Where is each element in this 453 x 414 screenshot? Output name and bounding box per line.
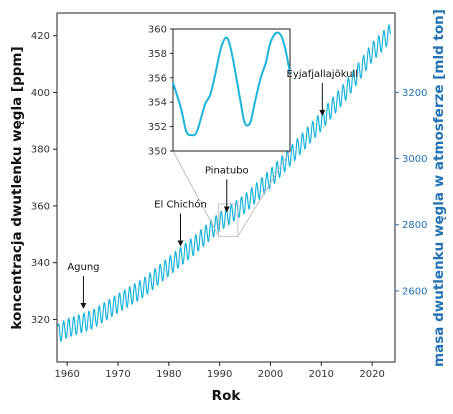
x-tick-label: 2020 bbox=[359, 369, 384, 380]
y-axis-ticks-right: 2600 2800 3000 3200 bbox=[395, 88, 427, 297]
y-tick-label: 340 bbox=[31, 258, 50, 269]
zoom-source-box bbox=[218, 203, 239, 237]
y-tick-label: 380 bbox=[31, 145, 50, 156]
y-axis-ticks-left: 320 340 360 380 400 420 bbox=[31, 31, 57, 326]
y-right-tick-label: 3000 bbox=[402, 154, 427, 165]
y-axis-title-left: koncentracja dwutlenku węgla [ppm] bbox=[9, 46, 25, 329]
y-right-tick-label: 2600 bbox=[402, 286, 427, 297]
x-tick-label: 1990 bbox=[207, 369, 232, 380]
y-tick-label: 360 bbox=[31, 201, 50, 212]
inset-y-tick-label: 352 bbox=[148, 122, 167, 133]
annotation-label: Eyjafjallajökull bbox=[287, 69, 359, 80]
annotations: Agung El Chichón Pinatubo Eyjafjallajökull bbox=[67, 69, 359, 309]
x-tick-label: 1970 bbox=[105, 369, 130, 380]
annotation-label: Agung bbox=[67, 262, 99, 273]
zoom-indicator bbox=[172, 150, 291, 237]
inset-y-tick-label: 358 bbox=[148, 49, 167, 60]
x-tick-label: 2000 bbox=[258, 369, 283, 380]
zoom-connector-left bbox=[172, 150, 220, 237]
inset-series-line bbox=[172, 31, 291, 137]
series-line-co2 bbox=[57, 24, 391, 343]
x-axis-ticks: 1960 1970 1980 1990 2000 2010 2020 bbox=[54, 362, 385, 380]
x-tick-label: 1960 bbox=[54, 369, 79, 380]
y-axis-title-right: masa dwutlenku węgla w atmosferze [mld t… bbox=[431, 9, 447, 367]
inset-y-tick-label: 350 bbox=[148, 147, 167, 158]
y-tick-label: 400 bbox=[31, 88, 50, 99]
y-tick-label: 320 bbox=[31, 315, 50, 326]
inset-y-tick-label: 360 bbox=[148, 25, 167, 36]
inset-chart: 350 352 354 356 358 360 bbox=[148, 25, 291, 158]
zoom-connector-right bbox=[237, 150, 291, 237]
plot-frame bbox=[56, 12, 396, 363]
annotation-label: Pinatubo bbox=[205, 165, 249, 176]
x-tick-label: 2010 bbox=[309, 369, 334, 380]
x-axis-title: Rok bbox=[212, 388, 242, 404]
x-tick-label: 1980 bbox=[156, 369, 181, 380]
annotation-label: El Chichón bbox=[154, 199, 207, 211]
y-tick-label: 420 bbox=[31, 31, 50, 42]
inset-y-ticks: 350 352 354 356 358 360 bbox=[148, 25, 173, 158]
inset-frame bbox=[172, 28, 291, 152]
inset-y-tick-label: 354 bbox=[148, 98, 167, 109]
y-right-tick-label: 3200 bbox=[402, 88, 427, 99]
inset-y-tick-label: 356 bbox=[148, 73, 167, 84]
y-right-tick-label: 2800 bbox=[402, 220, 427, 231]
